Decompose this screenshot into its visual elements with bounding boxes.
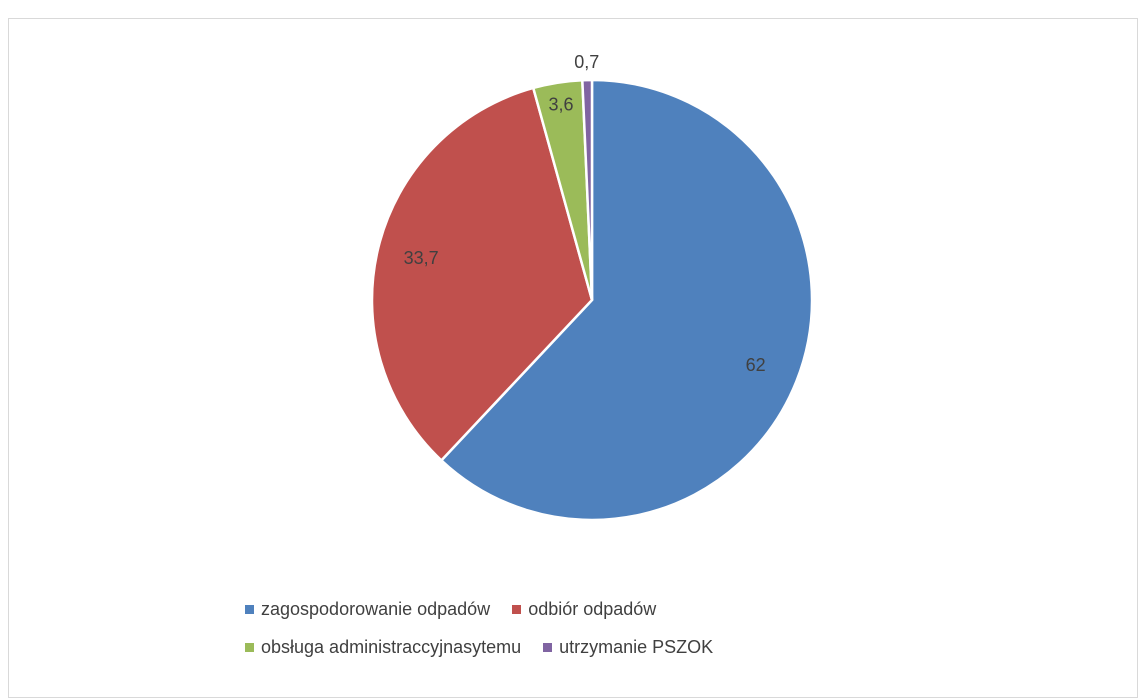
slice-zagospodorowanie [439, 78, 814, 522]
data-label-pszok: 0,7 [574, 52, 599, 72]
pie-chart: 62 33,7 3,6 0,7 [370, 52, 814, 522]
legend-item-obsluga: obsługa administraccyjnasytemu [245, 637, 521, 658]
data-label-odbior: 33,7 [404, 248, 439, 268]
slice-pszok [581, 78, 594, 301]
legend-label: odbiór odpadów [528, 598, 657, 619]
legend-row: zagospodorowanie odpadów odbiór odpadów [245, 590, 885, 628]
data-label-zagospodorowanie: 62 [746, 355, 766, 375]
legend-label: utrzymanie PSZOK [559, 636, 714, 657]
legend-row: obsługa administraccyjnasytemu utrzymani… [245, 628, 885, 666]
slice-odbior [370, 86, 594, 463]
legend-item-zagospodorowanie: zagospodorowanie odpadów [245, 599, 490, 620]
legend: zagospodorowanie odpadów odbiór odpadów … [245, 590, 885, 666]
legend-swatch [512, 604, 522, 614]
legend-label: zagospodorowanie odpadów [261, 598, 491, 619]
legend-swatch [245, 604, 254, 614]
legend-label: obsługa administraccyjnasytemu [261, 636, 522, 657]
data-label-obsluga: 3,6 [549, 94, 574, 114]
legend-swatch [543, 642, 553, 652]
legend-item-pszok: utrzymanie PSZOK [543, 637, 713, 658]
legend-item-odbior: odbiór odpadów [512, 599, 656, 620]
legend-swatch [245, 642, 254, 652]
